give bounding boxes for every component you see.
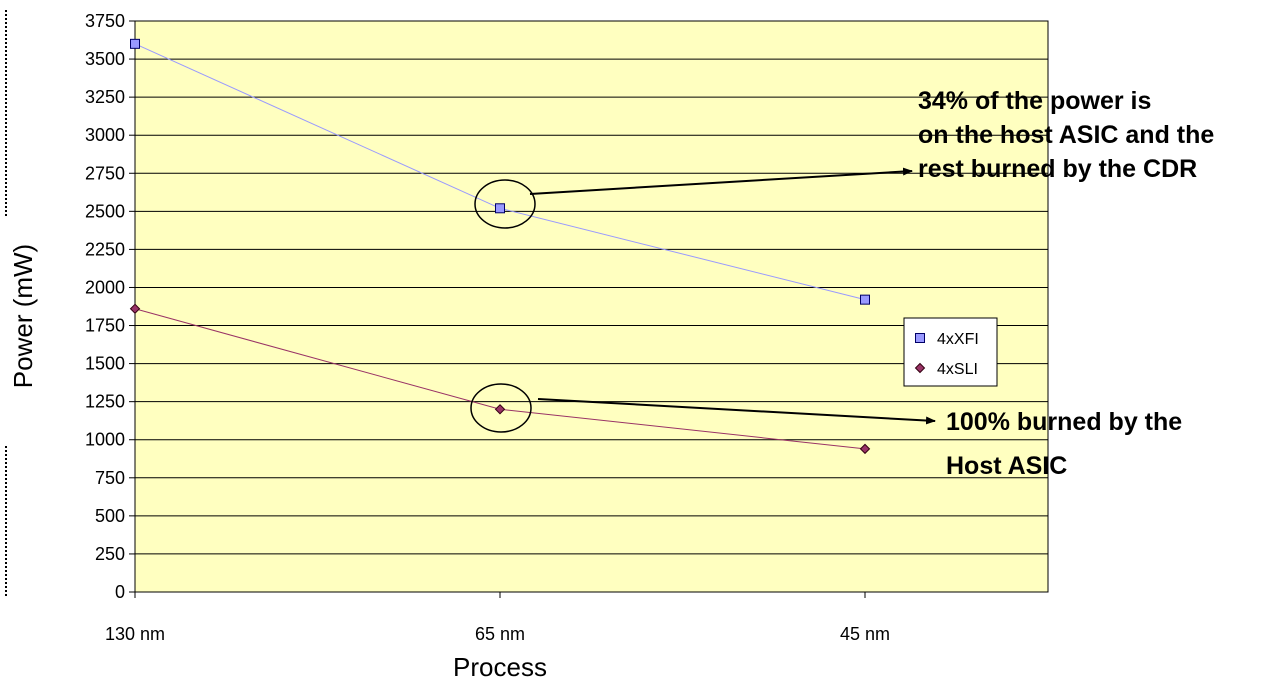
x-tick-label: 45 nm xyxy=(840,624,890,644)
data-point-4xSLI xyxy=(129,303,141,314)
y-tick-label: 500 xyxy=(95,506,125,526)
annotation-text: 100% burned by the xyxy=(946,408,1182,436)
legend-box xyxy=(903,317,998,387)
annotations: 34% of the power is on the host ASIC and … xyxy=(470,87,1214,480)
y-tick-label: 1000 xyxy=(85,430,125,450)
y-tick-label: 3250 xyxy=(85,87,125,107)
y-tick-label: 0 xyxy=(115,582,125,602)
x-axis-title: Process xyxy=(453,652,547,682)
annotation-ellipse xyxy=(470,383,532,433)
legend-marker-4xSLI xyxy=(914,362,926,374)
y-tick-label: 750 xyxy=(95,468,125,488)
y-tick-label: 2500 xyxy=(85,201,125,221)
data-point-4xSLI xyxy=(494,404,506,415)
legend-label: 4xXFI xyxy=(937,331,979,348)
y-tick-label: 3000 xyxy=(85,125,125,145)
annotation-arrow xyxy=(537,398,936,425)
y-tick-label: 2750 xyxy=(85,163,125,183)
x-axis-ticks: 130 nm 65 nm 45 nm xyxy=(105,592,890,644)
x-tick-label: 65 nm xyxy=(475,624,525,644)
annotation-text: on the host ASIC and the xyxy=(918,121,1214,149)
annotation-ellipse xyxy=(474,179,536,229)
y-tick-label: 250 xyxy=(95,544,125,564)
annotation-text: 34% of the power is xyxy=(918,87,1151,115)
y-axis-title: Power (mW) xyxy=(8,244,38,388)
y-axis-ticks: 0 250 500 750 1000 1250 1500 1750 2000 2250 2500 27… xyxy=(85,11,135,602)
data-point-4xXFI xyxy=(495,203,505,214)
y-tick-label: 1250 xyxy=(85,392,125,412)
data-point-4xXFI xyxy=(130,38,140,49)
x-tick-label: 130 nm xyxy=(105,624,165,644)
legend-label: 4xSLI xyxy=(937,361,978,378)
annotation-arrow xyxy=(529,167,913,195)
y-tick-label: 1500 xyxy=(85,354,125,374)
series-group xyxy=(129,38,871,455)
legend-marker-4xXFI xyxy=(915,333,925,343)
legend: 4xXFI 4xSLI xyxy=(903,317,998,387)
y-tick-label: 1750 xyxy=(85,316,125,336)
y-tick-label: 3750 xyxy=(85,11,125,31)
annotation-text: Host ASIC xyxy=(946,452,1067,480)
data-point-4xSLI xyxy=(859,443,871,455)
data-point-4xXFI xyxy=(860,294,870,305)
y-tick-label: 3500 xyxy=(85,49,125,69)
y-tick-label: 2000 xyxy=(85,277,125,297)
annotation-text: rest burned by the CDR xyxy=(918,155,1197,183)
plot-area xyxy=(134,20,1049,593)
y-tick-label: 2250 xyxy=(85,239,125,259)
